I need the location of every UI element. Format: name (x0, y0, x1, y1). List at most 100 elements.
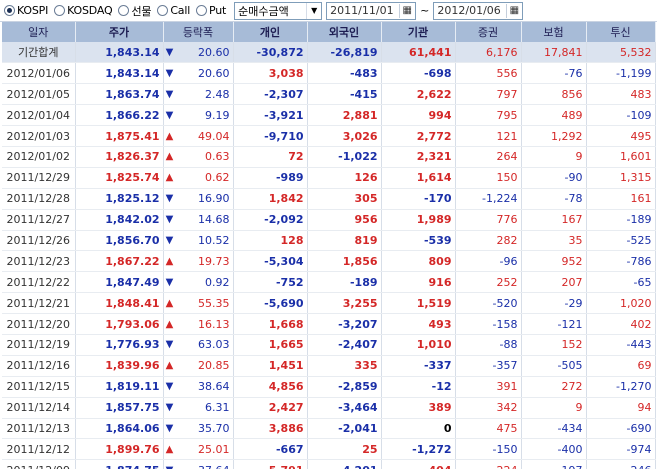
table-row[interactable]: 2011/12/27 1,842.02 ▼ 14.68 -2,092 956 1,989 77… (2, 209, 656, 231)
table-row[interactable]: 2012/01/05 1,863.74 ▼ 2.48 -2,307 -415 2,622 79… (2, 83, 656, 106)
cell-institution: 0 (381, 418, 456, 440)
table-row[interactable]: 2011/12/12 1,899.76 ▲ 25.01 -667 25 -1,272 -150… (2, 438, 656, 461)
cell-price: 1,848.41 (75, 292, 164, 315)
cell-price: 1,842.02 (75, 209, 164, 231)
cell-foreign: 2,881 (307, 104, 382, 127)
cell-securities: 776 (455, 209, 522, 231)
cell-insurance: -121 (521, 313, 587, 335)
col-header-change[interactable]: 등락폭 (163, 22, 234, 42)
triangle-down-icon: ▼ (165, 67, 174, 79)
table-row[interactable]: 2011/12/26 1,856.70 ▼ 10.52 128 819 -539 282 35-… (2, 230, 656, 252)
cell-change: ▲ 19.73 (163, 250, 234, 273)
table-row[interactable]: 2011/12/091,874.75▼ 37.645,791-4,20140422… (2, 459, 656, 469)
table-row[interactable]: 2011/12/28 1,825.12 ▼ 16.90 1,842 305 -170 -1,2… (2, 188, 656, 210)
cell-individual: -3,921 (233, 104, 308, 127)
start-date-field[interactable]: 2011/11/01 ▦ (326, 1, 417, 20)
calendar-icon[interactable]: ▦ (506, 3, 521, 18)
radio-circle-icon[interactable] (157, 5, 169, 16)
market-radio-call[interactable]: Call (157, 3, 190, 19)
market-radio-put[interactable]: Put (196, 3, 226, 19)
table-row[interactable]: 2011/12/29 1,825.74 ▲ 0.62 -989 126 1,614 150 -9… (2, 167, 656, 189)
col-header-insurance[interactable]: 보험 (521, 22, 587, 42)
cell-insurance: 9 (521, 397, 587, 419)
mode-select[interactable]: 순매수금액 ▼ (234, 1, 323, 20)
col-header-institution[interactable]: 기관 (381, 22, 456, 42)
cell-institution: 916 (381, 271, 456, 294)
table-row[interactable]: 2011/12/16 1,839.96 ▲ 20.85 1,451 335 -337 -357… (2, 355, 656, 377)
col-header-date[interactable]: 일자 (2, 22, 76, 42)
table-row[interactable]: 2011/12/13 1,864.06 ▼ 35.70 3,886 -2,041 0 475-… (2, 418, 656, 440)
table-row[interactable]: 2011/12/20 1,793.06 ▲ 16.13 1,668 -3,207 493 -1… (2, 313, 656, 335)
cell-foreign: 1,856 (307, 250, 382, 273)
col-header-trust[interactable]: 투신 (586, 22, 656, 42)
end-date-value[interactable]: 2012/01/06 (437, 4, 501, 17)
change-value: 20.60 (198, 45, 230, 59)
cell-change: ▲ 0.62 (163, 167, 234, 189)
cell-date: 2011/12/29 (2, 167, 76, 189)
cell-securities: -150 (455, 438, 522, 461)
cell-insurance: -505 (521, 355, 587, 377)
calendar-icon[interactable]: ▦ (399, 3, 414, 18)
triangle-down-icon: ▼ (165, 88, 174, 100)
cell-insurance: -400 (521, 438, 587, 461)
col-header-price[interactable]: 주가 (75, 22, 164, 42)
mode-select-value: 순매수금액 (238, 4, 289, 18)
table-row[interactable]: 2012/01/02 1,826.37 ▲ 0.63 72 -1,022 2,321 264 9… (2, 146, 656, 168)
cell-price: 1,843.14 (75, 42, 164, 64)
table-row[interactable]: 2012/01/06 1,843.14 ▼ 20.60 3,038 -483 -698 556… (2, 62, 656, 85)
col-header-securities[interactable]: 증권 (455, 22, 522, 42)
cell-foreign: -3,207 (307, 313, 382, 335)
cell-trust: -65 (586, 271, 656, 294)
market-radio-선물[interactable]: 선물 (118, 3, 152, 19)
end-date-field[interactable]: 2012/01/06 ▦ (433, 1, 524, 20)
cell-insurance: -197 (521, 459, 587, 469)
cell-change: ▲ 49.04 (163, 125, 234, 147)
cell-foreign: -26,819 (307, 42, 382, 64)
radio-label: KOSDAQ (67, 4, 113, 17)
cell-date: 2012/01/02 (2, 146, 76, 168)
cell-change: ▼ 9.19 (163, 104, 234, 127)
market-radio-group: KOSPI KOSDAQ 선물 Call Put (4, 3, 232, 19)
change-value: 9.19 (205, 108, 230, 122)
triangle-up-icon: ▲ (165, 130, 174, 142)
summary-row[interactable]: 기간합계 1,843.14 ▼ 20.60 -30,872 -26,819 61,441 6,… (2, 42, 656, 64)
triangle-up-icon: ▲ (165, 443, 174, 455)
cell-price: 1,899.76 (75, 438, 164, 461)
change-value: 38.64 (198, 380, 230, 394)
table-row[interactable]: 2011/12/22 1,847.49 ▼ 0.92 -752 -189 916 252 207… (2, 271, 656, 294)
cell-insurance: -90 (521, 167, 587, 189)
col-header-foreign[interactable]: 외국인 (307, 22, 382, 42)
radio-circle-icon[interactable] (118, 5, 130, 16)
cell-change: ▲ 25.01 (163, 438, 234, 461)
radio-circle-icon[interactable] (4, 5, 15, 16)
table-row[interactable]: 2011/12/15 1,819.11 ▼ 38.64 4,856 -2,859 -12 39… (2, 376, 656, 398)
cell-trust: -1,270 (586, 376, 656, 398)
cell-securities: 282 (455, 230, 522, 252)
cell-insurance: -434 (521, 418, 587, 440)
table-row[interactable]: 2011/12/21 1,848.41 ▲ 55.35 -5,690 3,255 1,519… (2, 292, 656, 315)
cell-individual: -5,690 (233, 292, 308, 315)
cell-institution: 809 (381, 250, 456, 273)
table-row[interactable]: 2011/12/23 1,867.22 ▲ 19.73 -5,304 1,856 809 -9… (2, 250, 656, 273)
cell-change: ▼ 6.31 (163, 397, 234, 419)
market-radio-kosdaq[interactable]: KOSDAQ (54, 3, 113, 19)
cell-institution: 1,519 (381, 292, 456, 315)
cell-trust: -974 (586, 438, 656, 461)
cell-securities: 150 (455, 167, 522, 189)
chevron-down-icon[interactable]: ▼ (306, 2, 321, 19)
cell-trust: -109 (586, 104, 656, 127)
table-row[interactable]: 2011/12/19 1,776.93 ▼ 63.03 1,665 -2,407 1,010… (2, 334, 656, 356)
cell-trust: -189 (586, 209, 656, 231)
table-row[interactable]: 2012/01/04 1,866.22 ▼ 9.19 -3,921 2,881 994 795… (2, 104, 656, 127)
cell-securities: 6,176 (455, 42, 522, 64)
cell-trust: 94 (586, 397, 656, 419)
radio-circle-icon[interactable] (54, 5, 66, 16)
table-row[interactable]: 2011/12/14 1,857.75 ▼ 6.31 2,427 -3,464 389 342… (2, 397, 656, 419)
investor-trading-table: 일자 주가 등락폭 개인 외국인 기관 증권 보험 투신 기간합계 1,843.1… (2, 22, 656, 469)
market-radio-kospi[interactable]: KOSPI (4, 3, 48, 19)
table-row[interactable]: 2012/01/03 1,875.41 ▲ 49.04 -9,710 3,026 2,772… (2, 125, 656, 147)
cell-securities: 391 (455, 376, 522, 398)
col-header-individual[interactable]: 개인 (233, 22, 308, 42)
radio-circle-icon[interactable] (196, 5, 208, 16)
start-date-value[interactable]: 2011/11/01 (330, 4, 394, 17)
